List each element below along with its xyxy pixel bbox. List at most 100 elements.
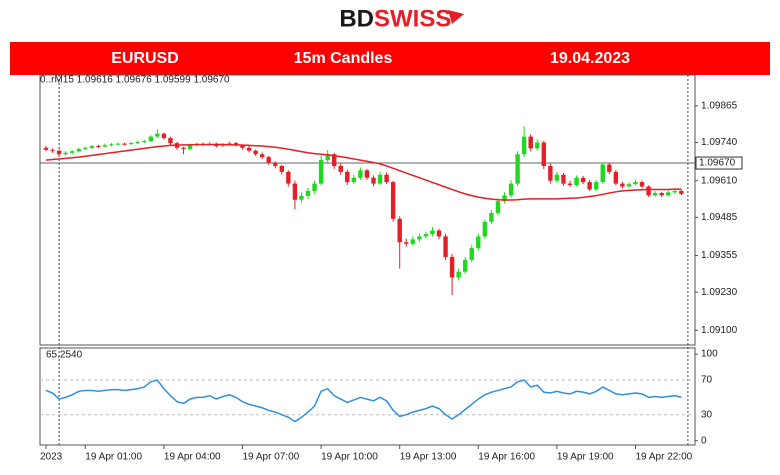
candle-body — [181, 147, 186, 149]
candle-body — [430, 230, 435, 235]
candle-body — [567, 183, 573, 186]
candle-body — [128, 143, 134, 145]
candle-body — [299, 195, 304, 200]
candle-body — [292, 183, 298, 200]
candle-body — [502, 195, 507, 202]
candle-body — [325, 154, 330, 161]
x-tick-label: 2023 — [40, 452, 63, 463]
candle-body — [345, 171, 350, 183]
candle-body — [227, 143, 232, 145]
current-price-box — [695, 156, 743, 170]
candle-body — [449, 256, 455, 278]
y-tick-label: 1.09740 — [701, 137, 738, 148]
candle-body — [495, 201, 501, 213]
y-tick-label: 1.09610 — [701, 175, 738, 186]
candle-body — [594, 182, 599, 190]
x-tick-label: 19 Apr 16:00 — [478, 452, 535, 463]
rsi-panel — [39, 347, 696, 446]
candle-body — [305, 190, 311, 196]
candle-body — [410, 239, 415, 244]
candle-body — [463, 259, 468, 272]
candle-body — [259, 154, 265, 158]
candle-body — [89, 146, 95, 148]
info-line: 0..rM15 1.09616 1.09676 1.09599 1.09670 — [40, 75, 230, 86]
candle-body — [639, 182, 645, 187]
candle-body — [351, 177, 357, 183]
x-tick-label: 19 Apr 22:00 — [636, 452, 693, 463]
candle-body — [161, 133, 167, 139]
candle-body — [56, 150, 62, 155]
candle-body — [613, 171, 619, 184]
candle-body — [96, 146, 101, 148]
candle-body — [377, 174, 383, 184]
candle-body — [443, 236, 448, 257]
candle-body — [109, 144, 114, 146]
candle-body — [148, 136, 153, 142]
candle-body — [155, 133, 160, 137]
x-tick-label: 19 Apr 10:00 — [321, 452, 378, 463]
candle-body — [240, 145, 245, 148]
x-tick-label: 19 Apr 07:00 — [243, 452, 300, 463]
candle-body — [469, 248, 474, 260]
candle-body — [273, 162, 278, 166]
candle-body — [63, 152, 68, 155]
y-tick-label: 70 — [701, 375, 713, 386]
candle-body — [541, 142, 546, 166]
candle-body — [561, 174, 566, 184]
candle-body — [358, 170, 363, 178]
y-tick-label: 1.09355 — [701, 250, 738, 261]
candle-body — [115, 143, 121, 145]
x-tick-label: 19 Apr 19:00 — [557, 452, 614, 463]
candle-body — [384, 174, 389, 183]
candle-body — [633, 182, 638, 185]
candle-body — [521, 136, 527, 155]
candle-body — [76, 148, 81, 152]
candle-body — [332, 154, 337, 166]
price-panel — [39, 74, 696, 346]
candle-body — [279, 165, 284, 172]
candle-body — [666, 192, 671, 196]
candle-body — [574, 177, 579, 186]
candle-body — [102, 145, 108, 147]
candle-body — [404, 242, 409, 244]
banner — [10, 42, 770, 75]
candle-body — [70, 151, 75, 153]
date: 19.04.2023 — [550, 50, 630, 67]
candle-body — [548, 165, 553, 181]
candle-body — [659, 192, 664, 196]
candle-body — [83, 147, 88, 149]
logo-swiss: SWISS — [374, 5, 451, 32]
y-tick-label: 1.09100 — [701, 325, 738, 336]
candle-body — [142, 141, 147, 143]
x-tick-label: 19 Apr 01:00 — [85, 452, 142, 463]
timeframe: 15m Candles — [294, 50, 393, 67]
x-tick-label: 19 Apr 13:00 — [400, 452, 457, 463]
candle-body — [266, 157, 271, 163]
candle-body — [554, 174, 560, 181]
candle-body — [338, 165, 343, 172]
candle-body — [187, 145, 193, 149]
candle-body — [50, 149, 55, 151]
rsi-label: 65.2540 — [46, 350, 83, 361]
candle-body — [168, 138, 173, 144]
candle-body — [528, 136, 533, 149]
moving-average — [45, 143, 682, 201]
candle-body — [672, 190, 677, 193]
candle-body — [417, 236, 422, 240]
y-tick-label: 1.09230 — [701, 287, 738, 298]
candle-body — [43, 147, 49, 150]
candle-body — [397, 218, 402, 243]
y-tick-label: 1.09865 — [701, 100, 738, 111]
candle-body — [620, 183, 625, 187]
y-tick-label: 100 — [701, 349, 718, 360]
candle-body — [246, 147, 252, 151]
candle-body — [646, 186, 651, 196]
current-price-label: 1.09670 — [699, 158, 736, 169]
candle-body — [515, 154, 520, 184]
x-tick-label: 19 Apr 04:00 — [164, 452, 221, 463]
candle-body — [253, 150, 258, 155]
candle-body — [482, 221, 488, 237]
candle-body — [423, 234, 429, 237]
candle-body — [476, 236, 481, 249]
